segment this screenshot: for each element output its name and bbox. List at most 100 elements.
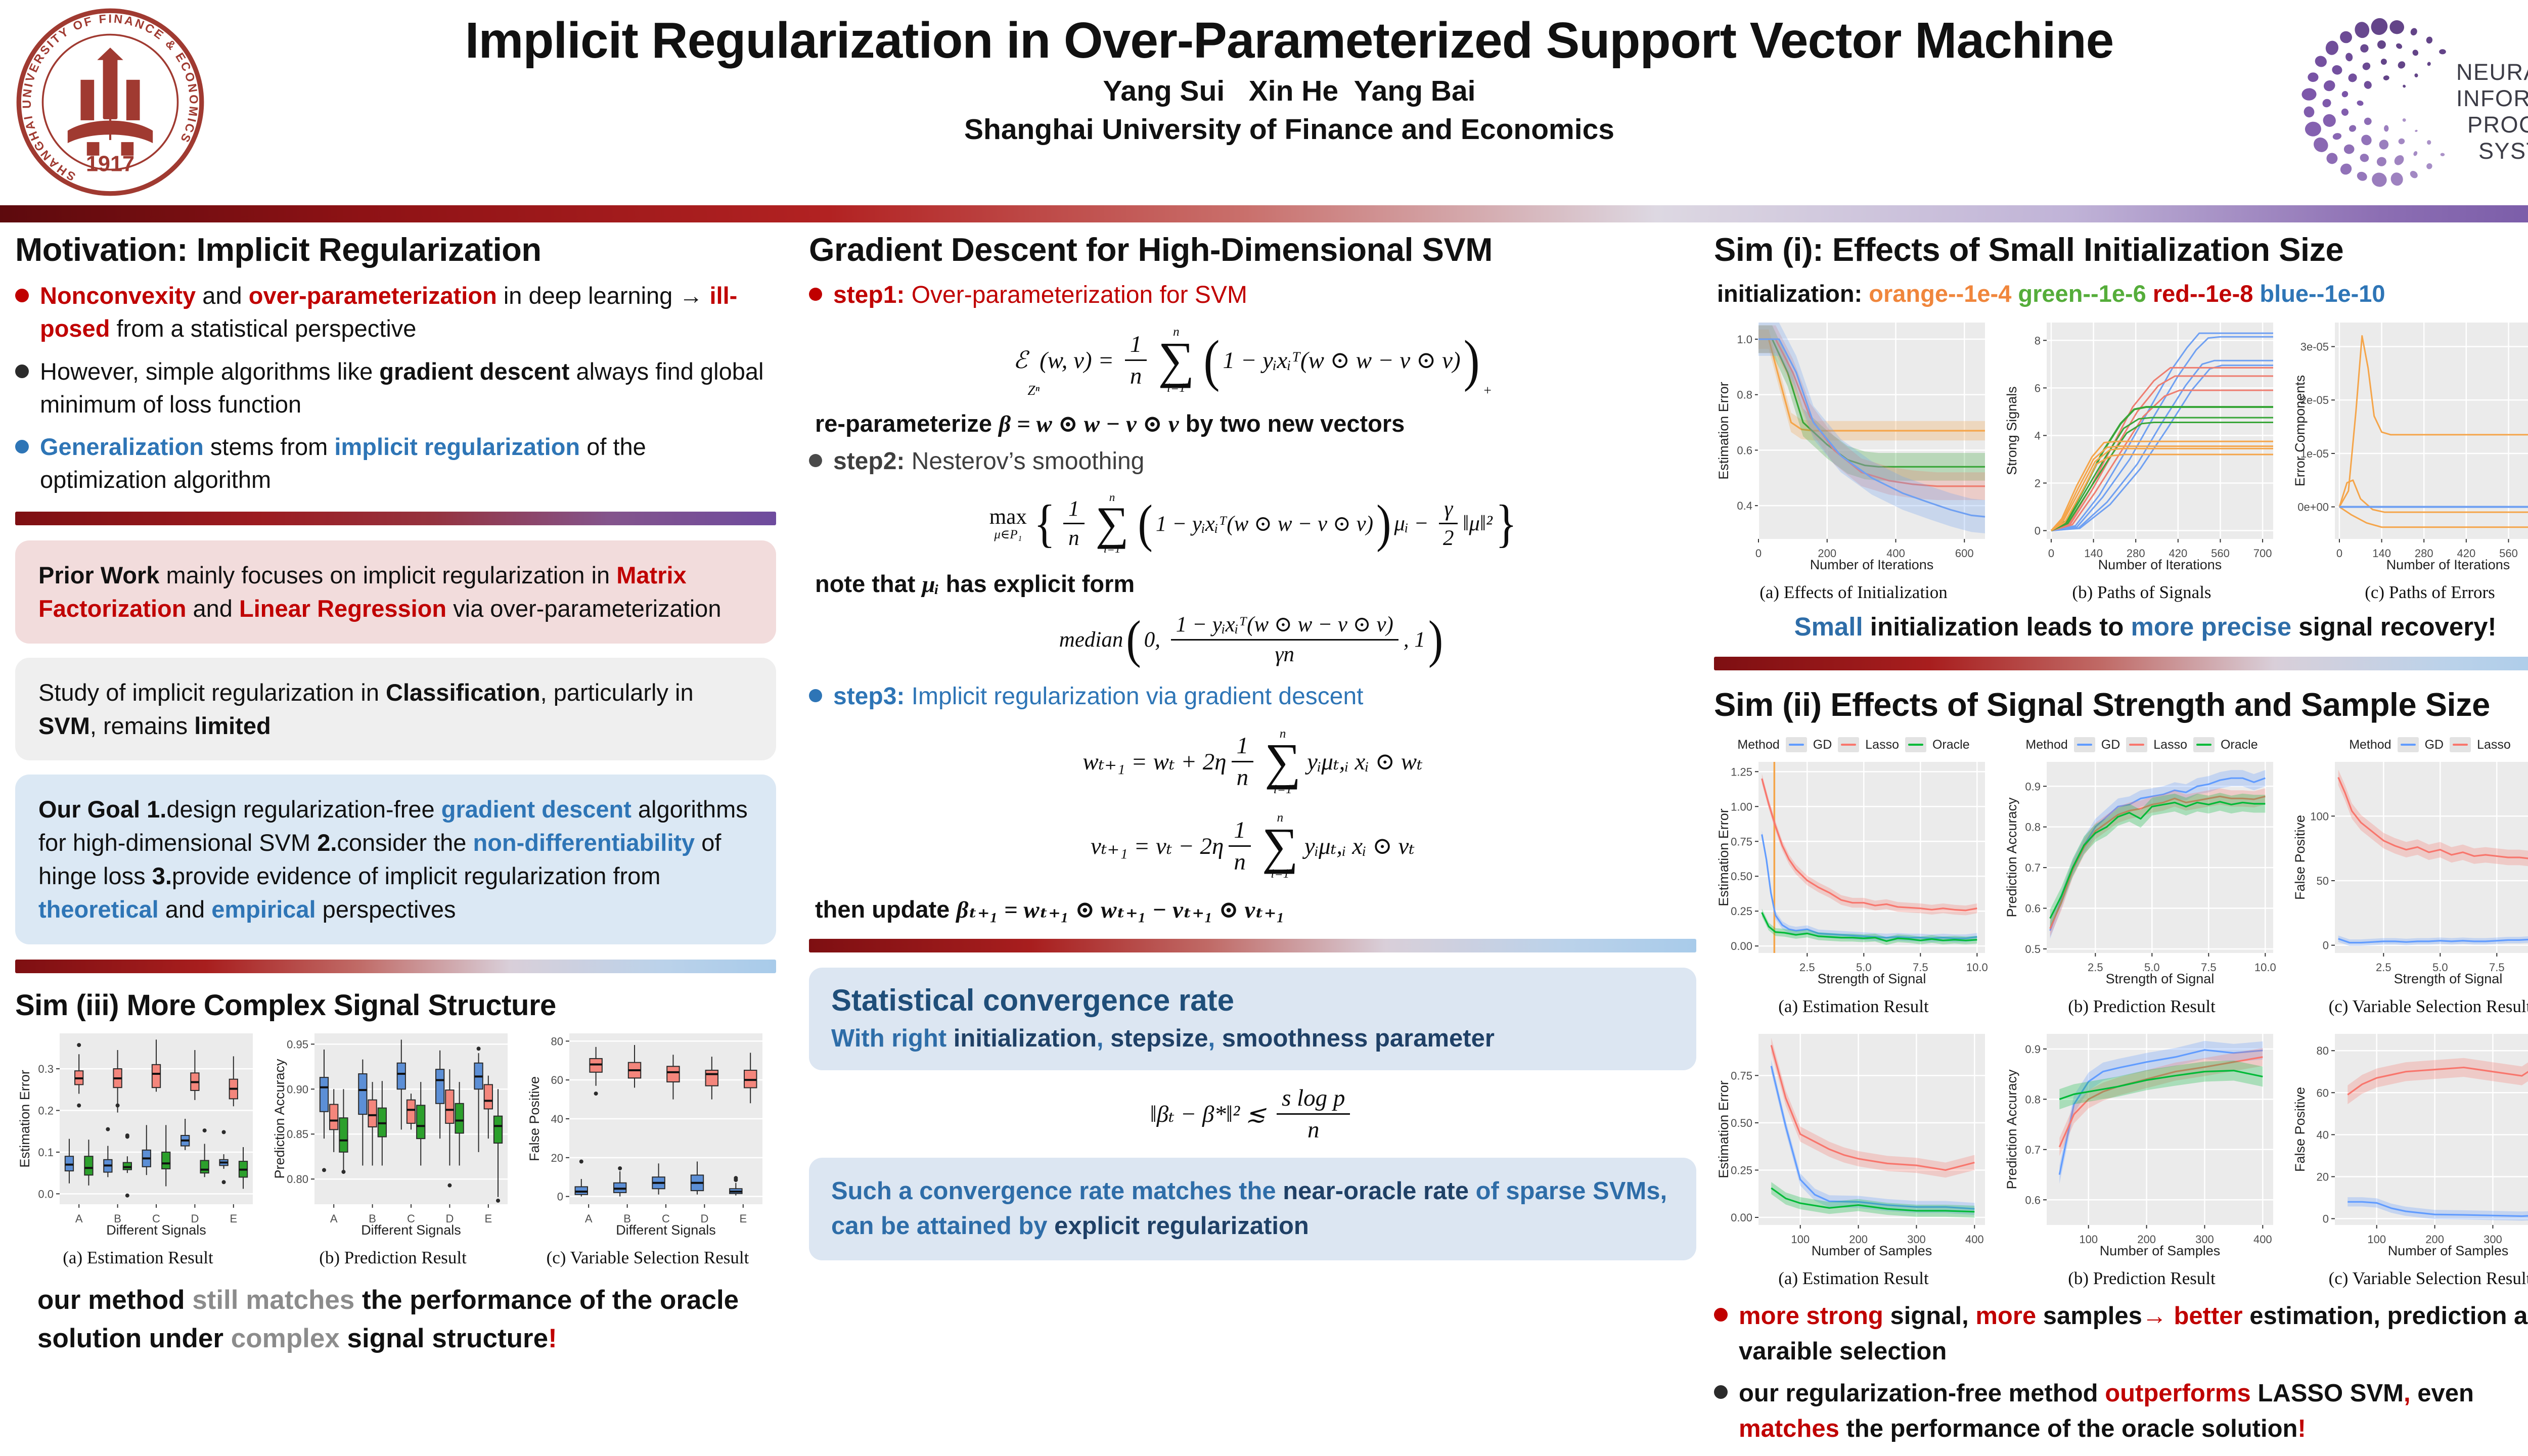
- bullet-text: Nonconvexity and over-parameterization i…: [40, 282, 738, 342]
- equation-nesterov: max μ∈P₁{1 n n ∑ i=1(1 − yᵢxᵢᵀ(w ⊙ w − v ⊙ v)…: [989, 491, 1517, 556]
- svg-text:Estimation Error: Estimation Error: [1716, 382, 1731, 480]
- svg-text:100: 100: [2310, 810, 2329, 823]
- seal-svg: SHANGHAI UNIVERSITY OF FINANCE & ECONOMI…: [16, 8, 204, 196]
- step2-text: step2: Nesterov’s smoothing: [833, 448, 1145, 475]
- stat-rate-subtitle: With right initialization, stepsize, smo…: [831, 1024, 1495, 1052]
- chart-sim3-estimation: 0.0 0.1 0.2 0.3 A B C D E Different Signals Estima…: [15, 1026, 261, 1243]
- step1-line: step1: Over-parameterization for SVM: [809, 280, 1696, 311]
- svg-text:0: 0: [2323, 1213, 2329, 1225]
- svg-text:SYSTEMS: SYSTEMS: [2478, 138, 2528, 164]
- sim1-chart-row: 0.4 0.6 0.8 1.0 0 200 400 600 Number of Iteratio…: [1714, 315, 2528, 603]
- svg-text:B: B: [623, 1212, 631, 1225]
- sim1-cell-b: 0 2 4 6 8 0 140 280 420 560 700 Number of Iteration…: [2002, 315, 2281, 603]
- svg-text:0.7: 0.7: [2025, 861, 2041, 874]
- statistical-rate-box: Statistical convergence rate With right …: [809, 967, 1696, 1070]
- svg-text:140: 140: [2372, 547, 2391, 560]
- svg-text:300: 300: [2195, 1233, 2214, 1246]
- svg-text:2: 2: [2035, 477, 2041, 489]
- svg-text:0.50: 0.50: [1731, 870, 1752, 883]
- svg-text:0.75: 0.75: [1731, 1069, 1752, 1082]
- svg-text:False Positive: False Positive: [2292, 815, 2308, 900]
- svg-text:Number of Iterations: Number of Iterations: [1810, 557, 1934, 572]
- sim3-title: Sim (iii) More Complex Signal Structure: [15, 988, 556, 1022]
- svg-text:Prediction Accuracy: Prediction Accuracy: [272, 1058, 287, 1178]
- svg-text:A: A: [330, 1212, 338, 1225]
- bullet-text: our regularization-free method outperfor…: [1739, 1380, 2474, 1442]
- svg-text:0: 0: [2323, 939, 2329, 952]
- initialization-legend-line: initialization: orange--1e-4 green--1e-6…: [1717, 280, 2385, 307]
- svg-text:0.80: 0.80: [287, 1173, 308, 1186]
- bullet-dot: [15, 440, 29, 454]
- svg-text:2.5: 2.5: [2376, 961, 2391, 974]
- neurips-logo: NEURAL INFORMATION PROCESSING SYSTEMS: [2300, 4, 2528, 202]
- gd-svm-title: Gradient Descent for High-Dimensional SV…: [809, 231, 1493, 268]
- caption: (a) Estimation Result: [1778, 996, 1929, 1016]
- svg-text:200: 200: [1818, 547, 1836, 560]
- sim2-bullet-2: our regularization-free method outperfor…: [1714, 1376, 2528, 1446]
- svg-text:100: 100: [2367, 1233, 2386, 1246]
- step1-text: step1: Over-parameterization for SVM: [833, 282, 1247, 308]
- sim3-cell-b: 0.80 0.85 0.90 0.95 A B C D E Different Signals Pr…: [270, 1026, 516, 1268]
- svg-text:80: 80: [551, 1035, 563, 1048]
- svg-text:0.8: 0.8: [2025, 821, 2041, 834]
- poster-body: Motivation: Implicit Regularization Nonc…: [0, 229, 2528, 1456]
- svg-text:1.25: 1.25: [1731, 765, 1752, 778]
- svg-text:60: 60: [551, 1074, 563, 1086]
- caption: (a) Estimation Result: [63, 1247, 213, 1267]
- caption: (b) Paths of Signals: [2072, 582, 2211, 602]
- caption: (a) Estimation Result: [1778, 1268, 1929, 1288]
- svg-text:C: C: [407, 1212, 415, 1225]
- sim1-conclusion: Small initialization leads to more preci…: [1794, 612, 2497, 641]
- motivation-bullet-1: Nonconvexity and over-parameterization i…: [15, 280, 776, 345]
- right-column: Sim (i): Effects of Small Initialization…: [1714, 229, 2528, 1453]
- authors: Yang Sui Xin He Yang Bai: [1103, 75, 1476, 107]
- seal-inner-ring: [41, 33, 179, 171]
- svg-text:Different Signals: Different Signals: [361, 1222, 461, 1238]
- svg-text:Prediction Accuracy: Prediction Accuracy: [2004, 1069, 2019, 1190]
- bullet-dot: [15, 364, 29, 378]
- svg-text:0.7: 0.7: [2025, 1144, 2041, 1156]
- svg-text:7.5: 7.5: [1913, 961, 1928, 974]
- svg-text:40: 40: [2317, 1128, 2329, 1141]
- svg-text:400: 400: [1886, 547, 1905, 560]
- svg-text:3e-05: 3e-05: [2300, 341, 2329, 353]
- svg-text:4: 4: [2035, 429, 2041, 442]
- chart-sim2-prediction-samples: 0.6 0.7 0.8 0.9 100 200 300 400 Number of Sample…: [2002, 1027, 2281, 1263]
- affiliation: Shanghai University of Finance and Econo…: [964, 113, 1614, 146]
- svg-text:C: C: [662, 1212, 670, 1225]
- svg-text:200: 200: [2425, 1233, 2444, 1246]
- caption: (c) Paths of Errors: [2365, 582, 2495, 602]
- svg-text:200: 200: [1849, 1233, 1868, 1246]
- svg-text:560: 560: [2499, 547, 2518, 560]
- caption: (c) Variable Selection Result: [2328, 1268, 2528, 1288]
- svg-text:C: C: [152, 1212, 160, 1225]
- svg-text:100: 100: [1791, 1233, 1810, 1246]
- svg-text:0.50: 0.50: [1731, 1117, 1752, 1129]
- svg-text:0.0: 0.0: [38, 1188, 54, 1200]
- svg-text:Prediction Accuracy: Prediction Accuracy: [2004, 797, 2019, 918]
- bullet-dot: [15, 289, 29, 302]
- svg-text:7.5: 7.5: [2201, 961, 2217, 974]
- caption: (b) Prediction Result: [2068, 1268, 2216, 1288]
- svg-text:Number of Iterations: Number of Iterations: [2386, 557, 2510, 572]
- svg-text:E: E: [484, 1212, 492, 1225]
- step3-line: step3: Implicit regularization via gradi…: [809, 681, 1696, 712]
- svg-text:Strength of Signal: Strength of Signal: [2394, 971, 2503, 986]
- svg-text:0.75: 0.75: [1731, 835, 1752, 848]
- svg-text:400: 400: [2253, 1233, 2272, 1246]
- method-legend: Method GD Lasso Oracle: [2025, 737, 2258, 752]
- sim2-row2-cell-c: 020406080100200300400Number of SamplesFa…: [2290, 1027, 2528, 1289]
- sim1-cell-c: 0e+001e-052e-053e-050140280420560700Numb…: [2290, 315, 2528, 603]
- poster-title: Implicit Regularization in Over-Paramete…: [465, 12, 2114, 69]
- svg-text:False Positive: False Positive: [527, 1076, 542, 1161]
- svg-text:Estimation Error: Estimation Error: [1716, 1080, 1731, 1178]
- svg-text:420: 420: [2169, 547, 2187, 560]
- svg-text:560: 560: [2211, 547, 2230, 560]
- svg-text:300: 300: [1907, 1233, 1926, 1246]
- svg-text:200: 200: [2137, 1233, 2156, 1246]
- bullet-text: Generalization stems from implicit regul…: [40, 433, 646, 493]
- svg-text:0.25: 0.25: [1731, 905, 1752, 918]
- svg-text:D: D: [700, 1212, 708, 1225]
